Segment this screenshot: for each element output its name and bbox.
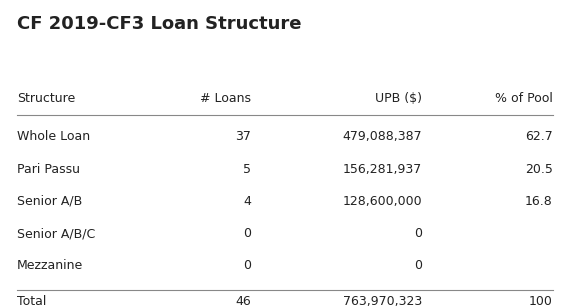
Text: 4: 4 xyxy=(243,195,251,208)
Text: Structure: Structure xyxy=(17,92,75,105)
Text: 16.8: 16.8 xyxy=(525,195,553,208)
Text: Whole Loan: Whole Loan xyxy=(17,130,90,143)
Text: 20.5: 20.5 xyxy=(525,163,553,176)
Text: 763,970,323: 763,970,323 xyxy=(343,295,422,307)
Text: UPB ($): UPB ($) xyxy=(375,92,422,105)
Text: # Loans: # Loans xyxy=(200,92,251,105)
Text: 156,281,937: 156,281,937 xyxy=(343,163,422,176)
Text: 100: 100 xyxy=(529,295,553,307)
Text: 46: 46 xyxy=(235,295,251,307)
Text: Mezzanine: Mezzanine xyxy=(17,259,83,272)
Text: Total: Total xyxy=(17,295,47,307)
Text: % of Pool: % of Pool xyxy=(495,92,553,105)
Text: 128,600,000: 128,600,000 xyxy=(342,195,422,208)
Text: 5: 5 xyxy=(243,163,251,176)
Text: Senior A/B: Senior A/B xyxy=(17,195,82,208)
Text: Pari Passu: Pari Passu xyxy=(17,163,80,176)
Text: 62.7: 62.7 xyxy=(525,130,553,143)
Text: 37: 37 xyxy=(235,130,251,143)
Text: 0: 0 xyxy=(243,227,251,240)
Text: 0: 0 xyxy=(414,259,422,272)
Text: 0: 0 xyxy=(243,259,251,272)
Text: Senior A/B/C: Senior A/B/C xyxy=(17,227,95,240)
Text: 0: 0 xyxy=(414,227,422,240)
Text: 479,088,387: 479,088,387 xyxy=(342,130,422,143)
Text: CF 2019-CF3 Loan Structure: CF 2019-CF3 Loan Structure xyxy=(17,15,302,33)
